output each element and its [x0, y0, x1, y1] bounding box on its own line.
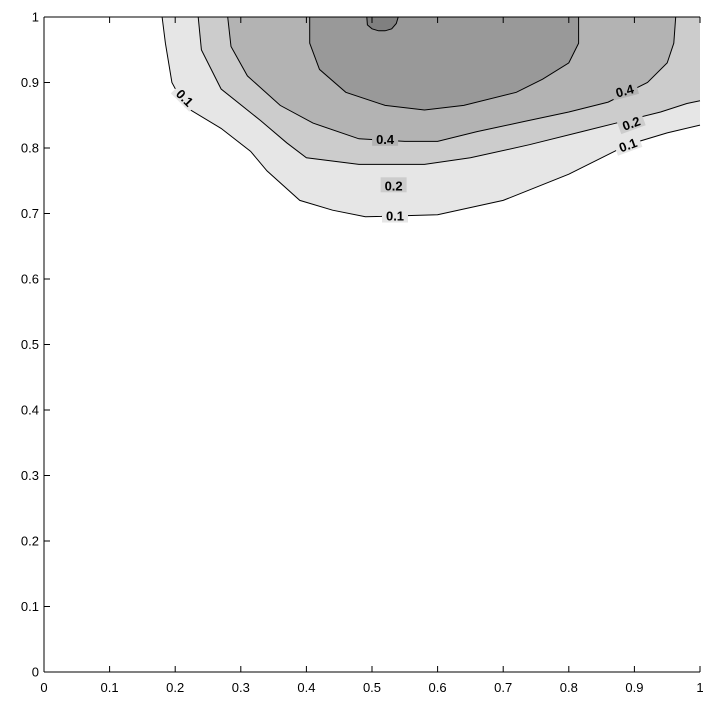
x-tick-label: 0.4 — [297, 680, 315, 695]
y-tick-label: 0.4 — [21, 403, 39, 418]
contour-label-group: 0.2 — [380, 177, 407, 193]
axes: 0 0.1 0.2 0.3 0.4 0.5 0.6 0.7 0.8 0.9 100.10.20.30… — [21, 10, 704, 696]
contour-label-group: 0.4 — [372, 130, 399, 147]
contour-label-bg — [380, 177, 407, 193]
x-tick-label: 1 — [696, 680, 703, 695]
y-tick-label: 0 — [32, 665, 39, 680]
contour-label-bg — [382, 207, 408, 223]
contour-label-bg — [372, 130, 399, 146]
y-tick-label: 0.9 — [21, 75, 39, 90]
x-tick-label: 0.1 — [101, 680, 119, 695]
contour-label-group: 0.2 — [616, 111, 646, 135]
contour-line-0-4 — [227, 16, 677, 142]
contour-label-bg — [170, 82, 200, 112]
y-tick-label: 0.8 — [21, 141, 39, 156]
contour-label-bg — [616, 111, 646, 135]
x-tick-label: 0.9 — [625, 680, 643, 695]
contour-label-group: 0.4 — [609, 79, 639, 101]
contour-labels: 0.10.10.10.20.20.40.4 — [170, 79, 646, 224]
contour-label-group: 0.1 — [612, 132, 643, 156]
contour-label: 0.2 — [385, 178, 403, 193]
contour-label: 0.2 — [620, 113, 642, 133]
contour-label: 0.4 — [614, 81, 636, 100]
x-tick-label: 0.3 — [232, 680, 250, 695]
contour-label-bg — [612, 132, 643, 156]
y-tick-label: 0.7 — [21, 206, 39, 221]
contour-label-bg — [609, 79, 639, 101]
contour-line-0-8 — [366, 16, 399, 32]
x-tick-label: 0.5 — [363, 680, 381, 695]
contour-label: 0.1 — [617, 135, 639, 155]
contour-line-0-2 — [197, 16, 701, 165]
y-tick-label: 0.1 — [21, 599, 39, 614]
y-tick-label: 0.6 — [21, 272, 39, 287]
contour-label: 0.1 — [386, 209, 404, 224]
contour-fill-0-8 — [366, 17, 399, 31]
contour-label-group: 0.1 — [382, 207, 408, 224]
x-tick-label: 0 — [40, 680, 47, 695]
contour-fills — [162, 17, 701, 217]
y-tick-label: 0.3 — [21, 468, 39, 483]
contour-line-0-6 — [309, 17, 580, 111]
y-tick-label: 1 — [32, 10, 39, 25]
contour-label: 0.4 — [376, 132, 395, 147]
x-tick-label: 0.2 — [166, 680, 184, 695]
y-tick-label: 0.5 — [21, 337, 39, 352]
x-tick-label: 0.6 — [429, 680, 447, 695]
y-tick-label: 0.2 — [21, 534, 39, 549]
contour-fill-0-6 — [309, 17, 579, 110]
x-tick-label: 0.8 — [560, 680, 578, 695]
x-tick-label: 0.7 — [494, 680, 512, 695]
